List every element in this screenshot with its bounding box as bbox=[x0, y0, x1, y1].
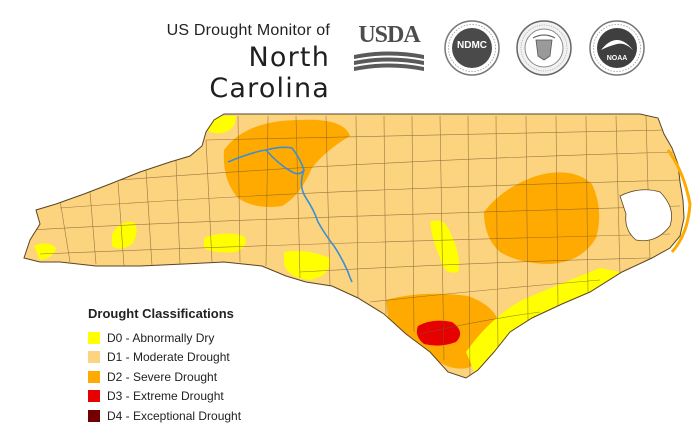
legend-swatch-d2 bbox=[88, 370, 100, 383]
d0-region-coast bbox=[466, 268, 620, 376]
legend-item-d3: D3 - Extreme Drought bbox=[88, 387, 241, 407]
legend: Drought Classifications D0 - Abnormally … bbox=[88, 306, 241, 426]
legend-item-d0: D0 - Abnormally Dry bbox=[88, 328, 241, 348]
ndmc-logo: NDMC bbox=[444, 20, 500, 76]
d0-region-central bbox=[430, 220, 459, 273]
map-subtitle: US Drought Monitor of bbox=[166, 22, 330, 39]
county-boundaries bbox=[29, 115, 681, 378]
legend-item-d2: D2 - Severe Drought bbox=[88, 367, 241, 387]
legend-title: Drought Classifications bbox=[88, 306, 234, 321]
pamlico-sound bbox=[619, 189, 673, 242]
legend-swatch-d0 bbox=[88, 331, 100, 344]
usda-logo-text: USDA bbox=[358, 22, 420, 48]
legend-swatch-d4 bbox=[88, 409, 100, 422]
legend-label-d2: D2 - Severe Drought bbox=[107, 369, 218, 384]
usda-logo: USDA bbox=[352, 22, 426, 74]
legend-label-d3: D3 - Extreme Drought bbox=[107, 389, 224, 404]
legend-label-d4: D4 - Exceptional Drought bbox=[107, 408, 242, 423]
outer-banks bbox=[666, 149, 692, 253]
noaa-logo-text: NOAA bbox=[606, 55, 628, 62]
d0-region-mountains bbox=[112, 221, 137, 249]
header-title-block: US Drought Monitor of North Carolina bbox=[130, 22, 330, 104]
legend-label-d0: D0 - Abnormally Dry bbox=[107, 330, 215, 345]
d3-region-southeast bbox=[416, 320, 461, 346]
noaa-logo: NOAA bbox=[589, 20, 645, 76]
nc-state-outline bbox=[23, 113, 685, 379]
d2-region-northwest bbox=[223, 119, 350, 207]
doc-seal bbox=[516, 20, 572, 76]
legend-item-d1: D1 - Moderate Drought bbox=[88, 348, 241, 368]
d0-region-south bbox=[284, 250, 331, 280]
legend-swatch-d3 bbox=[88, 390, 100, 403]
ndmc-logo-text: NDMC bbox=[457, 40, 487, 51]
rivers bbox=[227, 146, 353, 283]
d2-region-northeast bbox=[484, 172, 600, 264]
d0-region-west-tip bbox=[34, 243, 56, 260]
legend-swatch-d1 bbox=[88, 351, 100, 364]
legend-item-d4: D4 - Exceptional Drought bbox=[88, 406, 241, 426]
d0-region-southwest bbox=[204, 233, 246, 253]
legend-label-d1: D1 - Moderate Drought bbox=[107, 350, 230, 365]
map-title: North Carolina bbox=[209, 42, 330, 104]
